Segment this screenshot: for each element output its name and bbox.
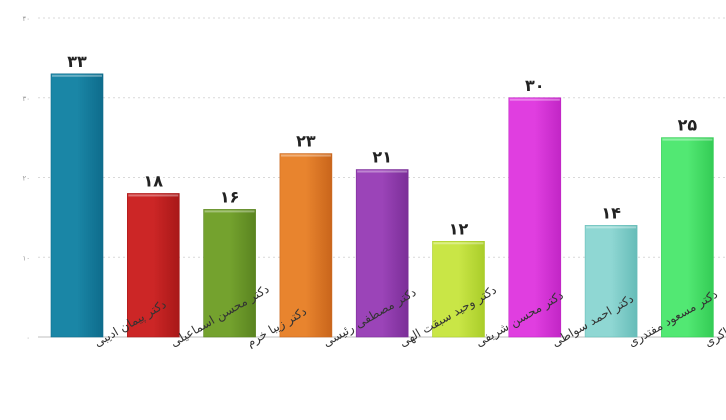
bar-3 <box>203 209 256 338</box>
bar-highlight <box>204 210 255 213</box>
value-labels: ۳۳ ۱۸ ۱۶ ۲۳ ۲۱ ۱۲ ۳۰ ۱۴ ۲۵ <box>67 52 697 238</box>
bar-highlight <box>128 194 179 197</box>
bar-highlight <box>509 98 560 101</box>
bar-8 <box>584 225 638 338</box>
bar-highlight <box>357 170 408 173</box>
value-label: ۲۳ <box>296 132 316 151</box>
y-axis-ticks: ۰ ۱۰ ۲۰ ۳۰ ۴۰ <box>22 15 30 342</box>
bar-2 <box>127 193 180 338</box>
bar-highlight <box>433 242 484 245</box>
bar-highlight <box>52 74 102 77</box>
value-label: ۱۸ <box>144 171 164 190</box>
bar-9 <box>661 137 714 338</box>
value-label: ۲۱ <box>372 148 392 167</box>
bar-6 <box>432 241 485 338</box>
bars <box>50 73 714 338</box>
value-label: ۱۴ <box>601 203 621 222</box>
value-label: ۱۲ <box>449 219 469 238</box>
value-label: ۲۵ <box>678 116 698 135</box>
value-label: ۳۳ <box>67 52 87 71</box>
bar-5 <box>355 169 409 338</box>
y-tick-label: ۲۰ <box>22 175 30 183</box>
value-label: ۱۶ <box>220 187 240 206</box>
bar-highlight <box>280 154 331 157</box>
y-tick-label: ۱۰ <box>22 254 30 262</box>
y-tick-label: ۳۰ <box>22 95 30 103</box>
value-label: ۳۰ <box>525 76 545 95</box>
bar-highlight <box>662 138 713 141</box>
y-tick-label: ۰ <box>26 334 30 342</box>
y-tick-label: ۴۰ <box>22 15 30 23</box>
bar-highlight <box>586 226 637 229</box>
bar-7 <box>508 97 562 338</box>
bar-4 <box>279 153 333 338</box>
bar-1 <box>50 73 104 338</box>
